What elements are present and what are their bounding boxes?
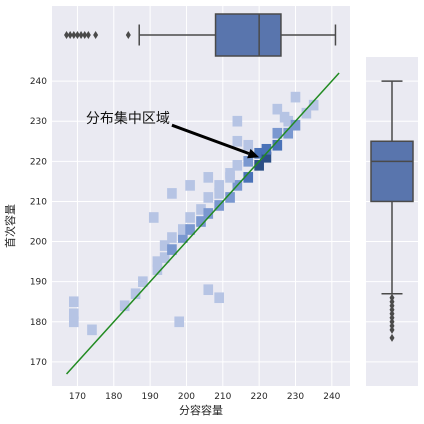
histogram-cell bbox=[214, 292, 224, 304]
x-tick-label: 200 bbox=[178, 392, 195, 402]
histogram-cell bbox=[68, 316, 79, 328]
top-box-outlier bbox=[93, 31, 99, 39]
right-box-outlier bbox=[389, 301, 395, 310]
histogram-cell bbox=[272, 139, 283, 151]
top-box-outlier bbox=[78, 31, 84, 39]
histogram-cell bbox=[87, 324, 97, 336]
right-box-outlier bbox=[389, 317, 395, 326]
histogram-cell bbox=[254, 147, 264, 159]
histogram-cell bbox=[243, 172, 254, 183]
histogram-cell bbox=[185, 180, 195, 191]
histogram-cell bbox=[261, 143, 272, 155]
histogram-cell bbox=[152, 264, 163, 275]
histogram-cell bbox=[308, 99, 319, 111]
right-box-outlier bbox=[389, 305, 395, 314]
histogram-cell bbox=[167, 232, 177, 243]
histogram-cell bbox=[203, 192, 214, 203]
histogram-cell bbox=[203, 208, 214, 219]
histogram-cell bbox=[279, 111, 290, 123]
histogram-cell bbox=[232, 115, 243, 127]
histogram-cell bbox=[159, 240, 170, 251]
top-marginal-boxplot bbox=[52, 6, 350, 64]
y-tick-label: 220 bbox=[30, 157, 47, 167]
top-box-outlier bbox=[74, 31, 80, 39]
histogram-cell bbox=[196, 204, 206, 215]
histogram-cell bbox=[272, 127, 283, 139]
right-box-outlier bbox=[389, 325, 395, 334]
histogram-cell bbox=[148, 212, 159, 223]
histogram-cell bbox=[68, 308, 79, 320]
x-axis-label: 分容容量 bbox=[179, 403, 223, 417]
right-box-outlier bbox=[389, 309, 395, 318]
histogram-cell bbox=[167, 188, 177, 199]
main-heatmap-plot: 分布集中区域 170 180 190 200 210 220 230 240 170 180 190 2… bbox=[30, 57, 350, 402]
histogram-cell bbox=[203, 284, 214, 296]
histogram-cell bbox=[196, 216, 206, 227]
annotation-arrow-shaft bbox=[171, 123, 250, 155]
histogram-cell bbox=[214, 188, 224, 199]
histogram-cell bbox=[68, 296, 79, 308]
histogram-cell bbox=[225, 192, 235, 203]
histogram-cell bbox=[283, 127, 294, 139]
reference-line bbox=[65, 72, 340, 375]
histogram-cell bbox=[159, 252, 170, 263]
top-box-outlier bbox=[85, 31, 91, 39]
top-box-iqr bbox=[214, 13, 282, 57]
y-axis-label: 首次容量 bbox=[3, 204, 17, 248]
histogram-cell bbox=[174, 316, 185, 328]
histogram-cell bbox=[119, 300, 130, 312]
right-box-outlier bbox=[389, 293, 395, 302]
right-box-outlier bbox=[389, 333, 395, 342]
top-box-outlier bbox=[125, 31, 131, 39]
histogram-cell bbox=[185, 212, 195, 223]
annotation-arrow-head bbox=[247, 148, 260, 159]
right-box-outlier bbox=[389, 297, 395, 306]
right-marginal-boxplot bbox=[366, 57, 418, 386]
x-tick-label: 210 bbox=[214, 392, 231, 402]
histogram-cell bbox=[301, 107, 312, 119]
y-tick-label: 210 bbox=[30, 197, 47, 207]
y-tick-label: 190 bbox=[30, 278, 47, 288]
histogram-cell bbox=[254, 160, 264, 171]
x-tick-label: 220 bbox=[251, 392, 268, 402]
histogram-cell bbox=[232, 135, 243, 147]
y-tick-label: 240 bbox=[30, 77, 47, 87]
x-tick-label: 190 bbox=[142, 392, 159, 402]
histogram-cell bbox=[272, 103, 283, 115]
x-tick-label: 230 bbox=[287, 392, 304, 402]
histogram-cell bbox=[130, 288, 141, 300]
x-tick-label: 240 bbox=[323, 392, 340, 402]
histogram-cell bbox=[167, 244, 177, 255]
histogram-cell bbox=[243, 156, 254, 167]
right-box-iqr bbox=[370, 140, 414, 203]
y-tick-label: 170 bbox=[30, 358, 47, 368]
histogram-cell bbox=[185, 224, 195, 235]
histogram-cell bbox=[178, 224, 188, 235]
right-box-outlier bbox=[389, 321, 395, 330]
histogram-cell bbox=[214, 180, 224, 191]
x-tick-label: 180 bbox=[105, 392, 122, 402]
histogram-cell bbox=[178, 232, 188, 243]
top-box-outlier bbox=[71, 31, 77, 39]
histogram-cell bbox=[232, 160, 243, 171]
histogram-cell bbox=[261, 151, 272, 163]
histogram-cell bbox=[138, 276, 148, 287]
annotation-text: 分布集中区域 bbox=[86, 110, 170, 127]
histogram-cell bbox=[203, 172, 214, 183]
histogram-cell bbox=[152, 256, 163, 267]
histogram-cell bbox=[290, 91, 301, 103]
histogram-cell bbox=[290, 119, 301, 131]
right-box-outlier bbox=[389, 313, 395, 322]
top-box-outlier bbox=[67, 31, 73, 39]
top-box-outlier bbox=[82, 31, 88, 39]
top-box-outlier bbox=[64, 31, 70, 39]
histogram-cell bbox=[243, 139, 254, 151]
y-tick-label: 200 bbox=[30, 238, 47, 248]
y-tick-label: 180 bbox=[30, 318, 47, 328]
histogram-cell bbox=[225, 172, 235, 183]
x-tick-label: 170 bbox=[69, 392, 86, 402]
y-tick-label: 230 bbox=[30, 117, 47, 127]
